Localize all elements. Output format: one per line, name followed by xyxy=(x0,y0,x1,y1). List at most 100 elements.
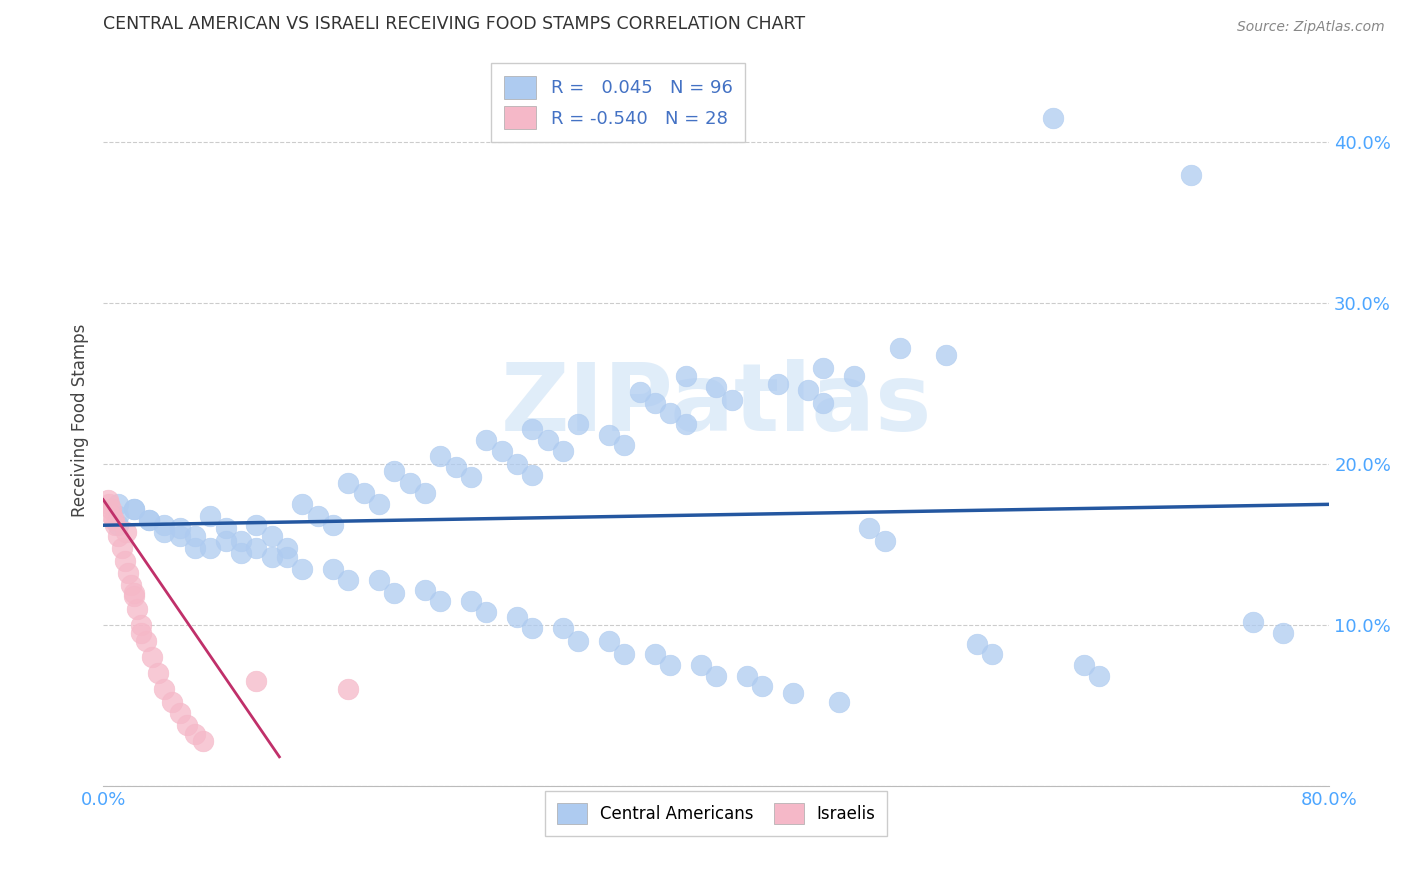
Point xyxy=(413,486,436,500)
Point xyxy=(184,727,207,741)
Point xyxy=(98,497,121,511)
Point xyxy=(813,396,835,410)
Point xyxy=(506,610,529,624)
Point xyxy=(704,669,727,683)
Point xyxy=(1073,658,1095,673)
Point xyxy=(353,486,375,500)
Point xyxy=(291,497,314,511)
Text: CENTRAL AMERICAN VS ISRAELI RECEIVING FOOD STAMPS CORRELATION CHART: CENTRAL AMERICAN VS ISRAELI RECEIVING FO… xyxy=(103,15,806,33)
Point xyxy=(551,621,574,635)
Point xyxy=(200,508,222,523)
Point xyxy=(337,682,360,697)
Point xyxy=(598,634,620,648)
Point xyxy=(107,508,129,523)
Point xyxy=(322,562,344,576)
Point xyxy=(613,647,636,661)
Point xyxy=(751,679,773,693)
Point xyxy=(276,550,298,565)
Point xyxy=(141,650,163,665)
Point xyxy=(125,602,148,616)
Point xyxy=(675,368,697,383)
Point xyxy=(444,460,467,475)
Point xyxy=(1042,112,1064,126)
Point xyxy=(398,476,420,491)
Point xyxy=(191,733,214,747)
Point xyxy=(429,594,451,608)
Point xyxy=(184,541,207,555)
Point xyxy=(215,534,238,549)
Point xyxy=(115,524,138,539)
Point xyxy=(659,406,682,420)
Point xyxy=(382,586,405,600)
Point xyxy=(276,541,298,555)
Point xyxy=(735,669,758,683)
Point xyxy=(659,658,682,673)
Point xyxy=(522,468,544,483)
Point xyxy=(153,524,176,539)
Point xyxy=(260,529,283,543)
Point xyxy=(260,550,283,565)
Point xyxy=(797,383,820,397)
Text: Source: ZipAtlas.com: Source: ZipAtlas.com xyxy=(1237,20,1385,34)
Point xyxy=(184,529,207,543)
Point xyxy=(131,618,153,632)
Point xyxy=(148,666,170,681)
Point xyxy=(613,438,636,452)
Point xyxy=(644,396,666,410)
Point xyxy=(97,492,120,507)
Point xyxy=(720,392,742,407)
Point xyxy=(567,634,589,648)
Point xyxy=(122,502,145,516)
Point xyxy=(169,706,191,721)
Point xyxy=(229,534,252,549)
Point xyxy=(100,502,122,516)
Point xyxy=(117,566,139,581)
Point xyxy=(131,626,153,640)
Point xyxy=(382,464,405,478)
Point xyxy=(536,433,558,447)
Point xyxy=(782,685,804,699)
Point xyxy=(245,518,267,533)
Point xyxy=(169,521,191,535)
Point xyxy=(935,348,957,362)
Point xyxy=(1272,626,1295,640)
Point xyxy=(101,508,124,523)
Point xyxy=(813,360,835,375)
Point xyxy=(675,417,697,431)
Point xyxy=(176,717,198,731)
Point xyxy=(628,384,651,399)
Y-axis label: Receiving Food Stamps: Receiving Food Stamps xyxy=(72,323,89,516)
Point xyxy=(873,534,896,549)
Point xyxy=(598,428,620,442)
Point xyxy=(475,605,498,619)
Point xyxy=(644,647,666,661)
Point xyxy=(506,457,529,471)
Point xyxy=(153,682,176,697)
Point xyxy=(889,341,911,355)
Point xyxy=(138,513,160,527)
Point xyxy=(1241,615,1264,629)
Point xyxy=(460,470,482,484)
Point xyxy=(322,518,344,533)
Point xyxy=(858,521,880,535)
Point xyxy=(704,380,727,394)
Point xyxy=(429,449,451,463)
Point xyxy=(120,578,142,592)
Point xyxy=(842,368,865,383)
Point xyxy=(766,376,789,391)
Point xyxy=(1180,168,1202,182)
Point xyxy=(107,518,129,533)
Point xyxy=(291,562,314,576)
Point xyxy=(110,541,132,555)
Point xyxy=(215,521,238,535)
Point xyxy=(475,433,498,447)
Point xyxy=(138,513,160,527)
Point xyxy=(307,508,329,523)
Point xyxy=(103,513,125,527)
Point xyxy=(245,674,267,689)
Point xyxy=(981,647,1004,661)
Point xyxy=(122,502,145,516)
Point xyxy=(107,529,129,543)
Point xyxy=(522,422,544,436)
Point xyxy=(153,518,176,533)
